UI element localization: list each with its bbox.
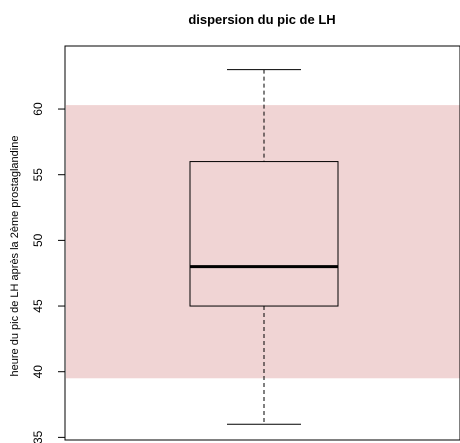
y-tick-label: 40 [31, 365, 45, 379]
chart-title: dispersion du pic de LH [188, 12, 335, 27]
whiskers-group [227, 69, 301, 425]
iqr-box [189, 161, 339, 307]
y-tick-label: 45 [31, 299, 45, 313]
shaded-band [66, 105, 460, 379]
y-axis: 35 40 45 50 55 60 [31, 102, 66, 443]
y-tick-label: 60 [31, 102, 45, 116]
y-axis-label: heure du pic de LH après la 2ème prostag… [9, 136, 21, 377]
y-tick-label: 35 [31, 430, 45, 443]
y-tick-label: 55 [31, 168, 45, 182]
plot-frame [64, 45, 460, 441]
y-tick-label: 50 [31, 233, 45, 247]
